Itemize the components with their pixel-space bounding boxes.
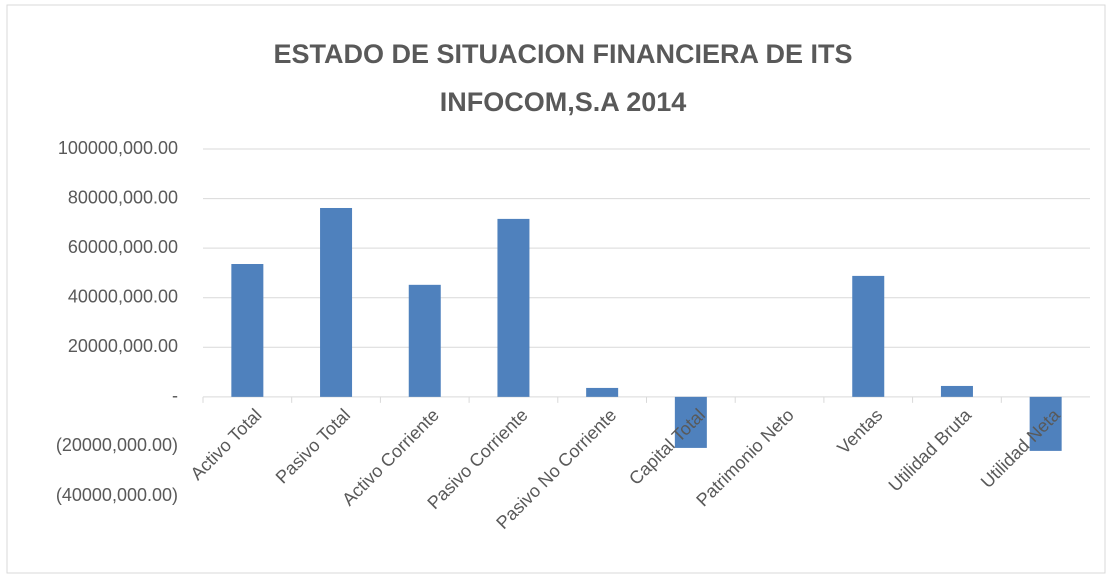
chart-title: ESTADO DE SITUACION FINANCIERA DE ITS IN… [273, 39, 853, 117]
bar [408, 284, 441, 397]
bar [674, 396, 707, 448]
y-tick-label: 40000,000.00 [68, 286, 178, 306]
y-tick-label: (40000,000.00) [56, 485, 178, 505]
bar [231, 264, 264, 397]
chart-frame [6, 4, 1106, 574]
y-tick-label: 60000,000.00 [68, 237, 178, 257]
bar [497, 218, 530, 397]
bar [320, 207, 353, 397]
y-tick-label: 20000,000.00 [68, 336, 178, 356]
y-tick-label: (20000,000.00) [56, 435, 178, 455]
y-tick-label: - [172, 386, 178, 406]
bar [1029, 396, 1062, 451]
bar [586, 387, 619, 397]
bar [940, 385, 973, 397]
y-tick-label: 80000,000.00 [68, 187, 178, 207]
bar [852, 275, 885, 397]
y-tick-label: 100000,000.00 [58, 138, 178, 158]
